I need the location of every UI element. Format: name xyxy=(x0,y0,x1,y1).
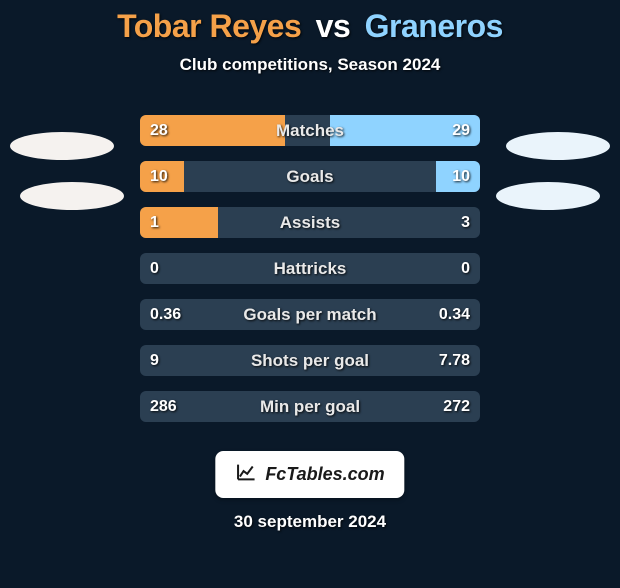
subtitle: Club competitions, Season 2024 xyxy=(0,55,620,75)
stat-row: 1010Goals xyxy=(0,161,620,192)
stat-row: 00Hattricks xyxy=(0,253,620,284)
footer-brand-text: FcTables.com xyxy=(265,464,384,485)
stat-label: Assists xyxy=(140,207,480,238)
stat-row: 286272Min per goal xyxy=(0,391,620,422)
chart-icon xyxy=(235,461,257,488)
stat-rows-container: 2829Matches 1010Goals 13Assists 00Hattricks… xyxy=(0,115,620,422)
stat-row: 0.360.34Goals per match xyxy=(0,299,620,330)
player1-name: Tobar Reyes xyxy=(117,8,301,44)
stat-label: Shots per goal xyxy=(140,345,480,376)
stat-row: 97.78Shots per goal xyxy=(0,345,620,376)
stat-label: Goals per match xyxy=(140,299,480,330)
vs-label: vs xyxy=(316,8,351,44)
stat-label: Goals xyxy=(140,161,480,192)
stat-row: 13Assists xyxy=(0,207,620,238)
player2-name: Graneros xyxy=(365,8,503,44)
stat-row: 2829Matches xyxy=(0,115,620,146)
footer-brand-card: FcTables.com xyxy=(215,451,404,498)
stat-label: Matches xyxy=(140,115,480,146)
date-label: 30 september 2024 xyxy=(0,512,620,532)
stat-label: Hattricks xyxy=(140,253,480,284)
comparison-title: Tobar Reyes vs Graneros xyxy=(0,8,620,45)
stat-label: Min per goal xyxy=(140,391,480,422)
